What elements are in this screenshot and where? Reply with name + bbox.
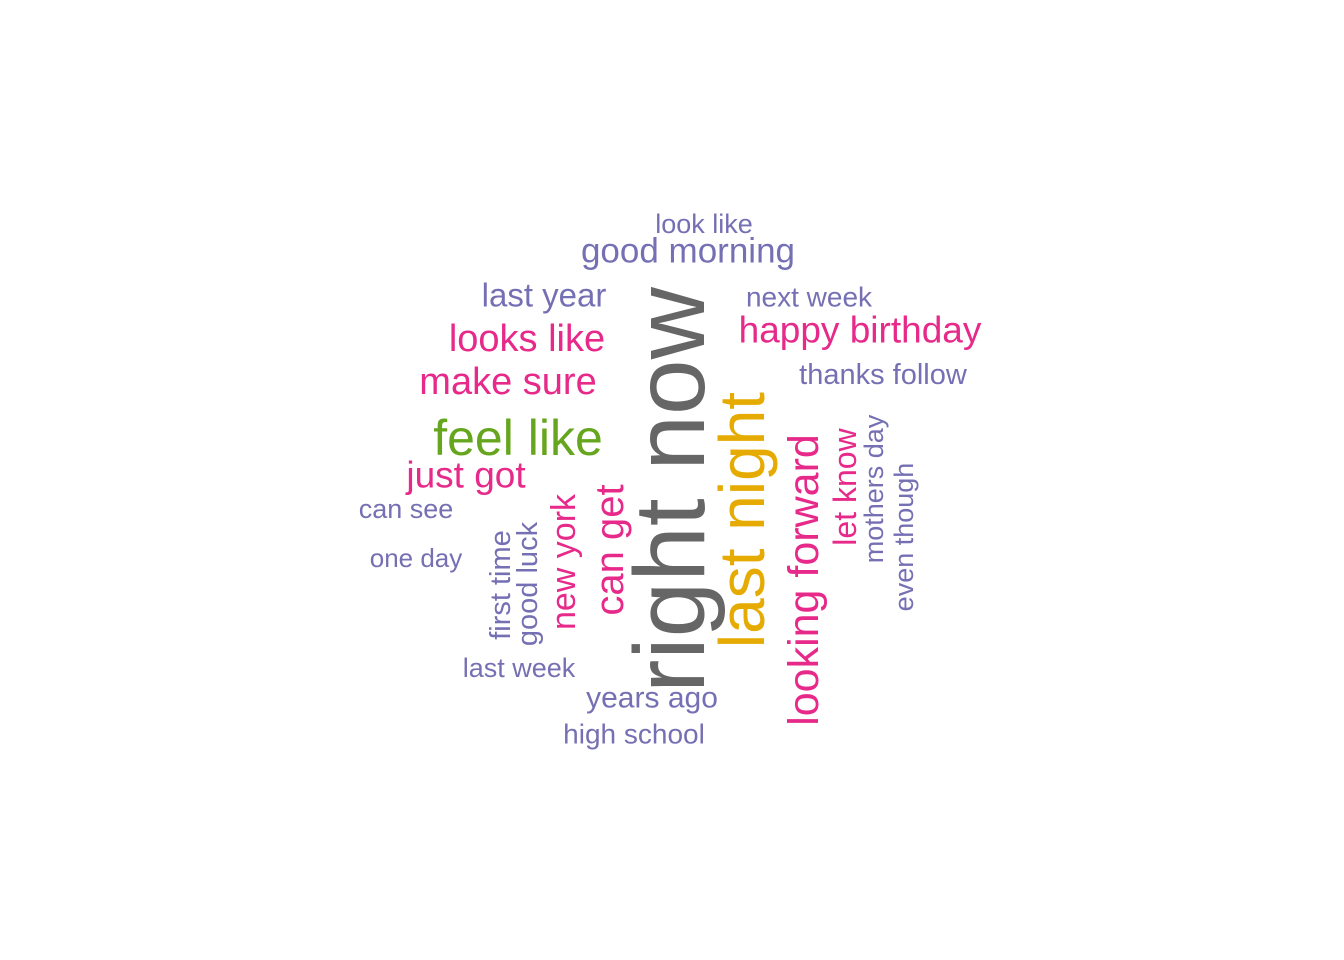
word-last-year: last year [482, 277, 607, 314]
word-happy-birthday: happy birthday [739, 310, 982, 351]
word-years-ago: years ago [586, 682, 718, 715]
word-good-luck: good luck [512, 521, 544, 646]
word-right-now: right now [614, 286, 726, 693]
word-last-night: last night [706, 392, 778, 648]
word-even-though: even though [889, 463, 919, 612]
word-last-week: last week [463, 653, 576, 683]
word-good-morning: good morning [581, 232, 795, 271]
word-one-day: one day [370, 543, 463, 573]
word-thanks-follow: thanks follow [799, 359, 968, 391]
word-feel-like: feel like [433, 410, 603, 466]
word-looking-forward: looking forward [780, 434, 828, 726]
word-next-week: next week [746, 282, 873, 313]
word-can-get: can get [588, 484, 632, 615]
word-look-like: look like [655, 209, 753, 239]
word-first-time: first time [485, 530, 517, 640]
word-high-school: high school [563, 719, 705, 750]
word-let-know: let know [827, 427, 863, 545]
word-make-sure: make sure [419, 361, 596, 403]
word-can-see: can see [359, 494, 454, 524]
word-looks-like: looks like [449, 318, 605, 360]
word-just-got: just got [405, 455, 526, 496]
word-new-york: new york [545, 493, 583, 630]
word-mothers-day: mothers day [859, 414, 889, 563]
